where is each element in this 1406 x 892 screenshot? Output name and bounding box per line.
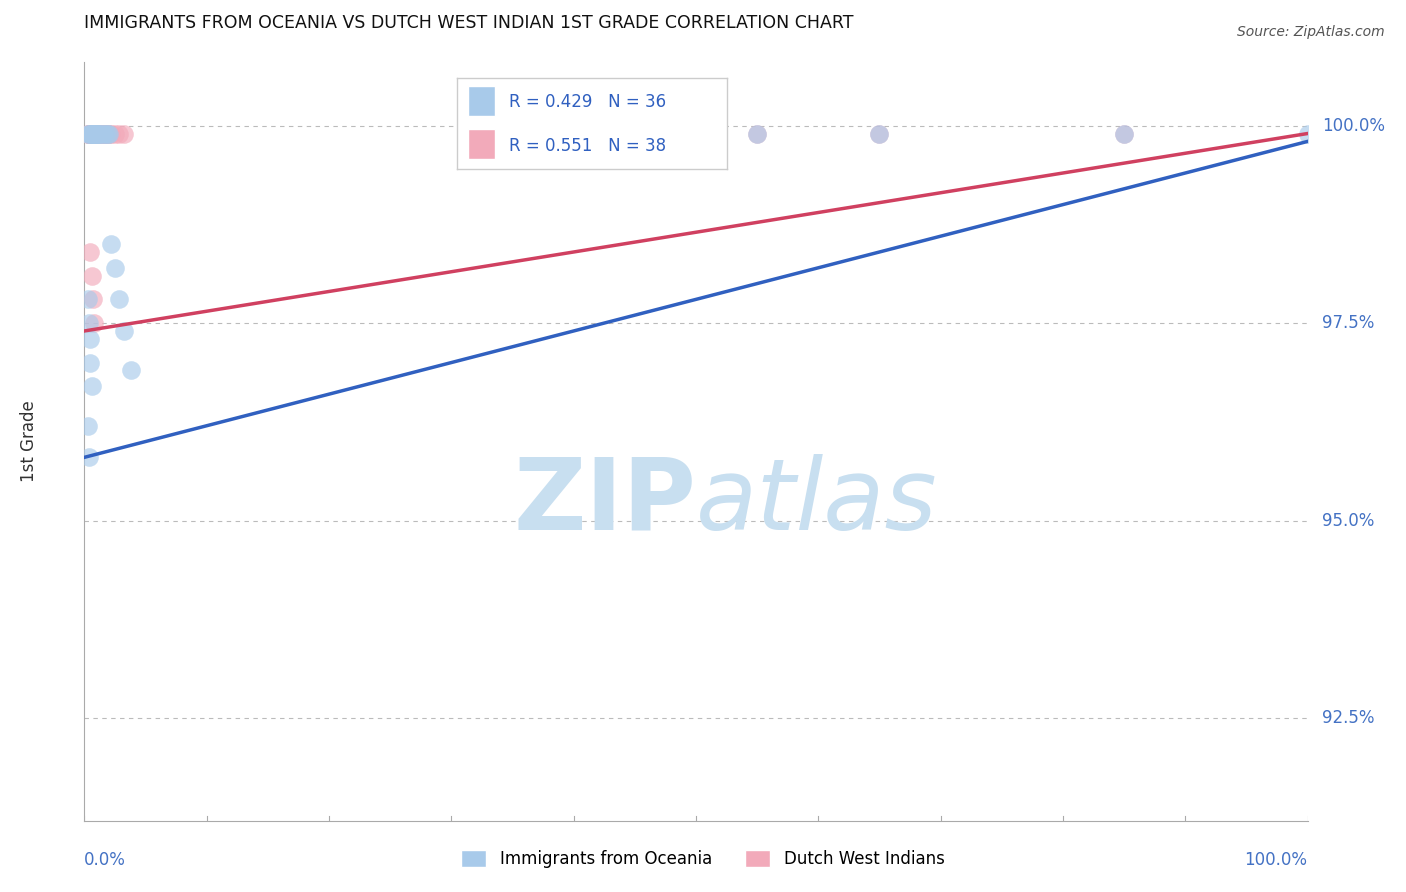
Point xyxy=(97,127,120,141)
Point xyxy=(100,127,122,141)
Point xyxy=(80,127,103,141)
Point xyxy=(586,127,609,141)
Point xyxy=(83,127,105,141)
Point xyxy=(80,127,103,141)
Point xyxy=(82,293,104,307)
Point xyxy=(97,127,120,141)
Point xyxy=(120,363,142,377)
Point xyxy=(77,127,100,141)
Point xyxy=(83,127,105,141)
Point xyxy=(86,127,108,141)
Point xyxy=(87,127,110,141)
Point xyxy=(77,127,100,141)
Text: Source: ZipAtlas.com: Source: ZipAtlas.com xyxy=(1237,25,1385,39)
Point xyxy=(80,127,103,141)
Point xyxy=(97,127,120,141)
Point xyxy=(96,127,118,141)
Point xyxy=(83,127,105,141)
Point xyxy=(77,316,100,330)
Point xyxy=(86,127,108,141)
Text: 97.5%: 97.5% xyxy=(1322,314,1375,332)
Point xyxy=(84,127,107,141)
Text: 0.0%: 0.0% xyxy=(84,851,127,869)
Point xyxy=(96,127,118,141)
Point xyxy=(77,127,100,141)
Legend: Immigrants from Oceania, Dutch West Indians: Immigrants from Oceania, Dutch West Indi… xyxy=(454,843,952,875)
Point xyxy=(87,127,110,141)
Text: 100.0%: 100.0% xyxy=(1244,851,1308,869)
Point xyxy=(87,127,110,141)
Point xyxy=(93,127,115,141)
Point xyxy=(104,127,127,141)
Text: 100.0%: 100.0% xyxy=(1322,117,1385,135)
Point xyxy=(77,127,100,141)
Text: 95.0%: 95.0% xyxy=(1322,511,1375,530)
Point xyxy=(89,127,111,141)
Point xyxy=(107,293,129,307)
Point xyxy=(89,127,111,141)
Point xyxy=(77,127,100,141)
Point xyxy=(1296,127,1319,141)
Point xyxy=(79,355,101,369)
Point xyxy=(90,127,112,141)
Point xyxy=(80,268,103,283)
Point xyxy=(79,127,101,141)
Point xyxy=(82,127,104,141)
Point xyxy=(869,127,891,141)
Text: ZIP: ZIP xyxy=(513,454,696,550)
Point xyxy=(1114,127,1136,141)
Point xyxy=(112,324,135,338)
Point xyxy=(79,127,101,141)
Point xyxy=(94,127,117,141)
Point xyxy=(82,127,104,141)
Point xyxy=(80,379,103,393)
Point xyxy=(104,260,127,275)
Point xyxy=(869,127,891,141)
Point xyxy=(91,127,114,141)
Point xyxy=(77,127,100,141)
Point xyxy=(87,127,110,141)
Point xyxy=(112,127,135,141)
Point xyxy=(77,450,100,465)
Point xyxy=(107,127,129,141)
Point xyxy=(83,316,105,330)
Point xyxy=(100,237,122,252)
Text: 92.5%: 92.5% xyxy=(1322,709,1375,727)
Text: 1st Grade: 1st Grade xyxy=(20,401,38,483)
Text: IMMIGRANTS FROM OCEANIA VS DUTCH WEST INDIAN 1ST GRADE CORRELATION CHART: IMMIGRANTS FROM OCEANIA VS DUTCH WEST IN… xyxy=(84,14,853,32)
Point xyxy=(82,127,104,141)
Point xyxy=(77,293,100,307)
Point xyxy=(747,127,769,141)
Point xyxy=(79,127,101,141)
Point xyxy=(1114,127,1136,141)
Point xyxy=(91,127,114,141)
Point xyxy=(79,332,101,346)
Point xyxy=(86,127,108,141)
Point xyxy=(79,245,101,260)
Point xyxy=(84,127,107,141)
Point xyxy=(86,127,108,141)
Point xyxy=(82,127,104,141)
Point xyxy=(747,127,769,141)
Point xyxy=(97,127,120,141)
Point xyxy=(80,127,103,141)
Point xyxy=(84,127,107,141)
Point xyxy=(83,127,105,141)
Point xyxy=(93,127,115,141)
Text: atlas: atlas xyxy=(696,454,938,550)
Point xyxy=(77,418,100,433)
